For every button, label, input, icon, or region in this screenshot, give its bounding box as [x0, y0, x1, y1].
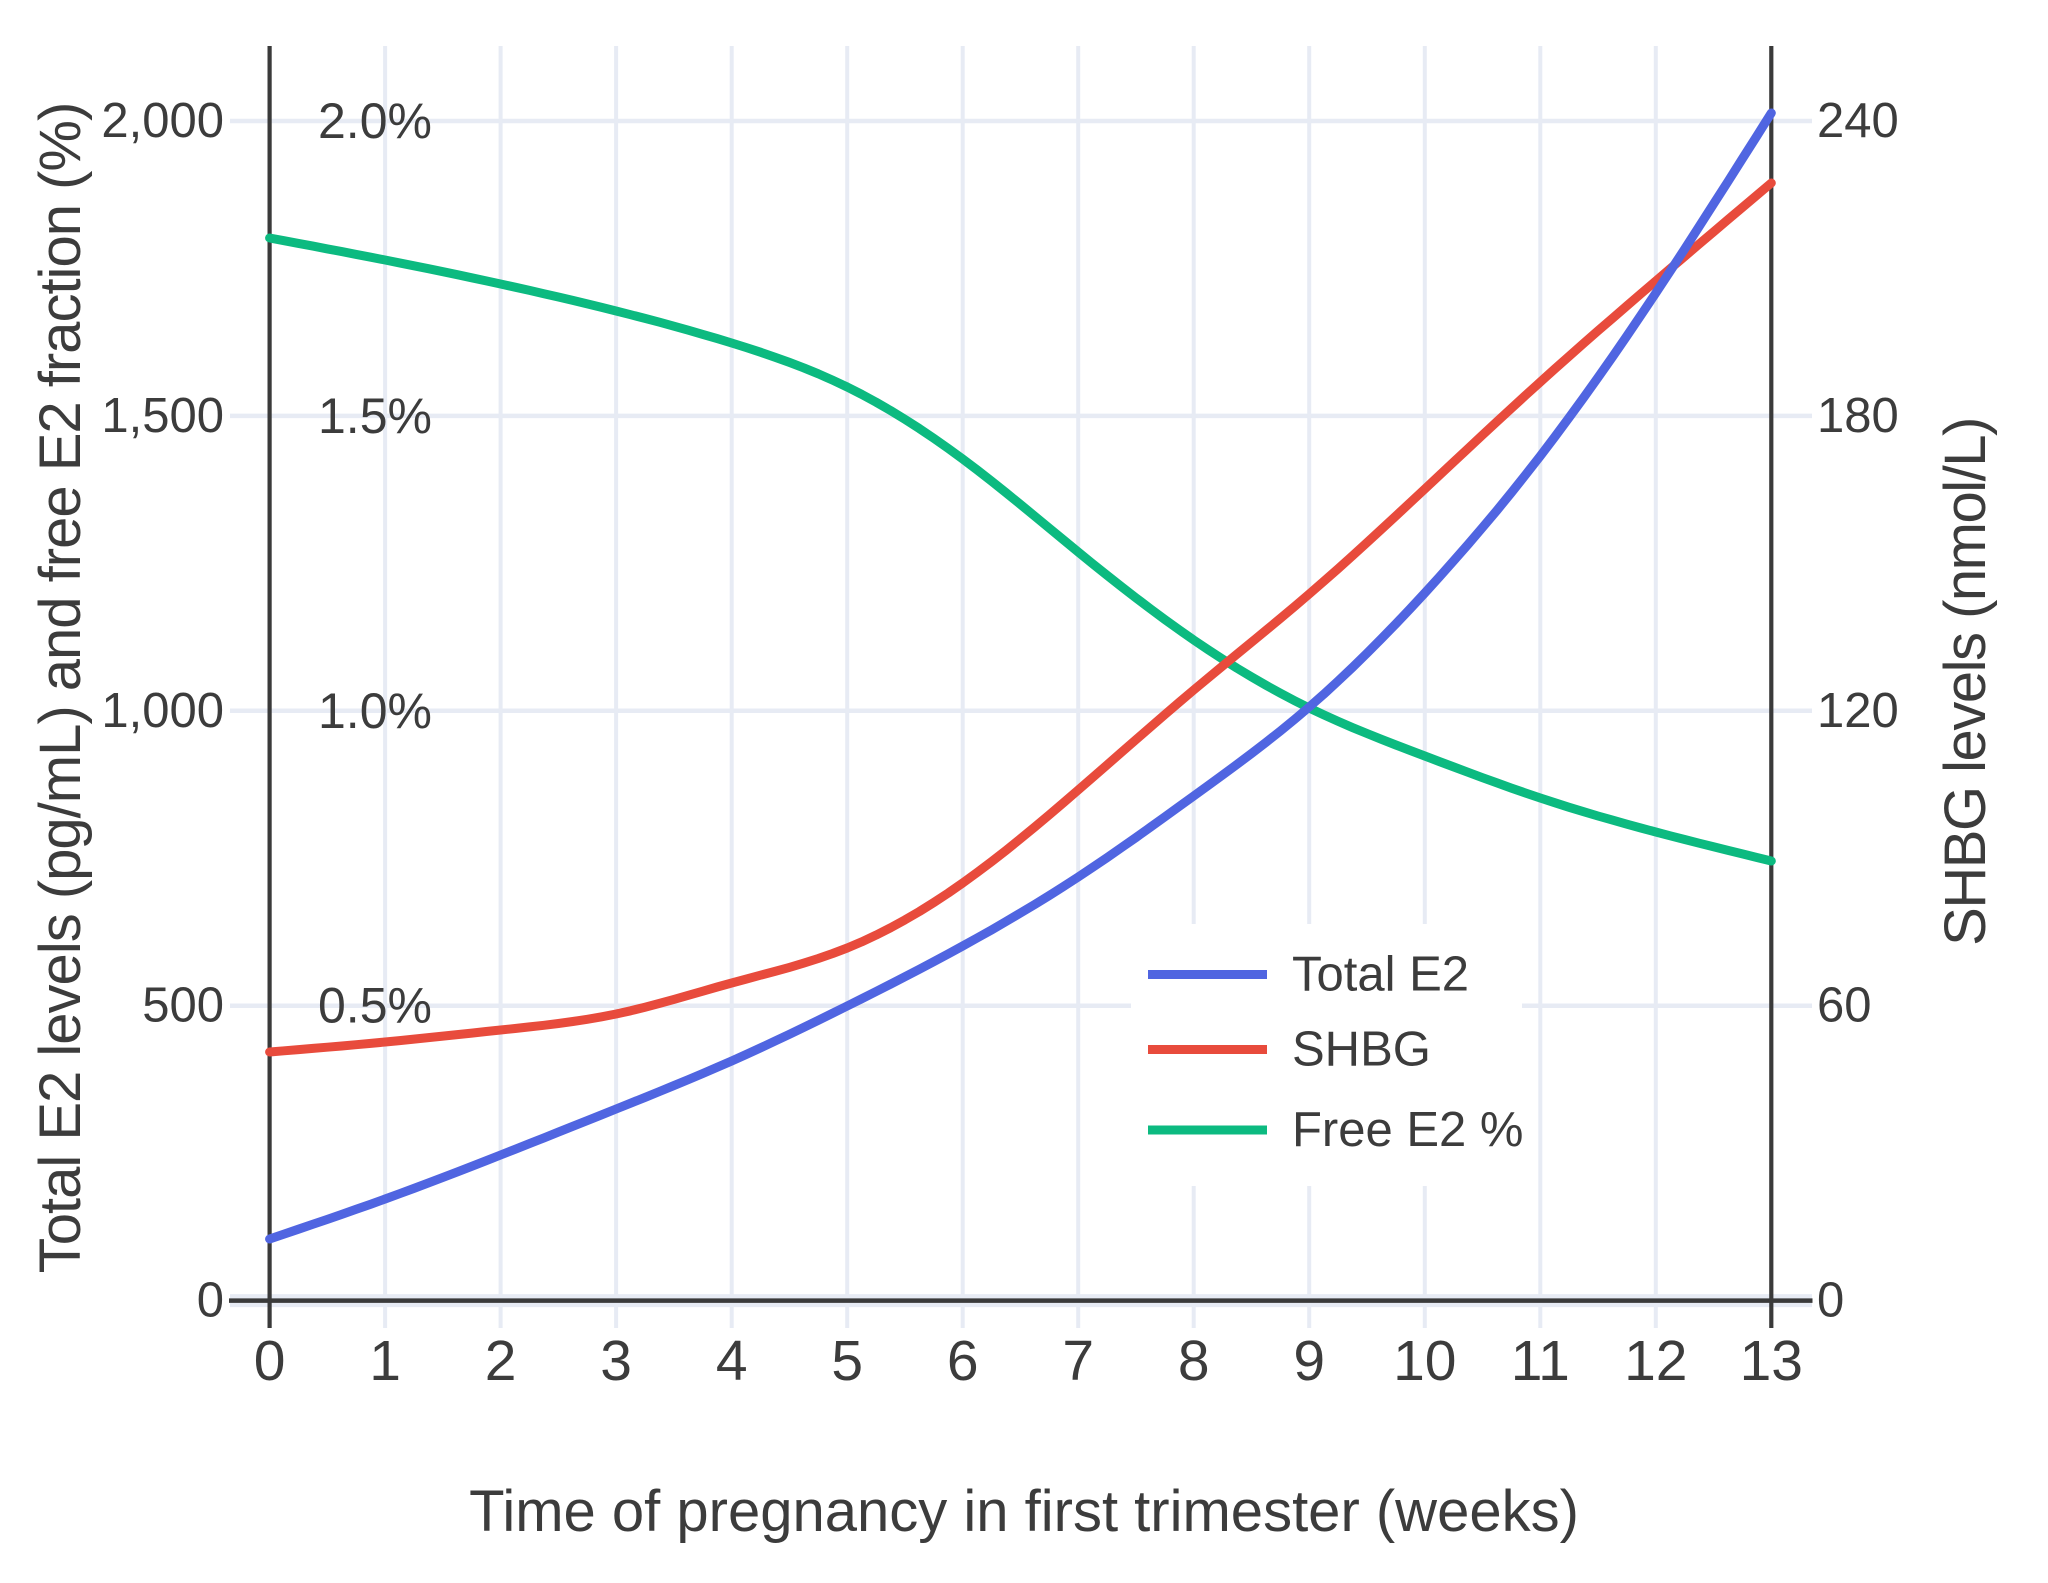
svg-text:1: 1: [369, 1329, 401, 1393]
svg-text:0: 0: [197, 1274, 224, 1328]
svg-text:2: 2: [485, 1329, 517, 1393]
svg-text:3: 3: [600, 1329, 632, 1393]
svg-text:2,000: 2,000: [101, 94, 224, 148]
svg-text:180: 180: [1817, 389, 1899, 443]
svg-text:1.0%: 1.0%: [318, 683, 432, 739]
svg-text:240: 240: [1817, 94, 1899, 148]
svg-text:5: 5: [831, 1329, 863, 1393]
svg-text:Free E2 %: Free E2 %: [1292, 1103, 1523, 1157]
svg-text:Total E2 levels (pg/mL) and fr: Total E2 levels (pg/mL) and free E2 frac…: [28, 103, 93, 1274]
svg-text:12: 12: [1624, 1329, 1687, 1393]
svg-text:4: 4: [716, 1329, 748, 1393]
svg-text:6: 6: [947, 1329, 979, 1393]
svg-text:0: 0: [1817, 1274, 1844, 1328]
svg-text:2.0%: 2.0%: [318, 93, 432, 149]
svg-text:500: 500: [142, 979, 224, 1033]
svg-text:9: 9: [1293, 1329, 1325, 1393]
svg-text:SHBG levels (nmol/L): SHBG levels (nmol/L): [1933, 418, 1998, 946]
svg-text:0: 0: [254, 1329, 286, 1393]
svg-text:7: 7: [1062, 1329, 1094, 1393]
svg-text:8: 8: [1178, 1329, 1210, 1393]
svg-text:120: 120: [1817, 684, 1899, 738]
svg-text:60: 60: [1817, 979, 1872, 1033]
svg-text:13: 13: [1740, 1329, 1803, 1393]
svg-text:Time of pregnancy in first tri: Time of pregnancy in first trimester (we…: [469, 1479, 1579, 1544]
svg-text:0.5%: 0.5%: [318, 978, 432, 1034]
svg-text:Total E2: Total E2: [1292, 948, 1469, 1002]
svg-text:1.5%: 1.5%: [318, 388, 432, 444]
svg-text:11: 11: [1511, 1329, 1570, 1393]
svg-text:1,500: 1,500: [101, 389, 224, 443]
svg-text:10: 10: [1393, 1329, 1456, 1393]
svg-text:1,000: 1,000: [101, 684, 224, 738]
svg-text:SHBG: SHBG: [1292, 1023, 1431, 1077]
